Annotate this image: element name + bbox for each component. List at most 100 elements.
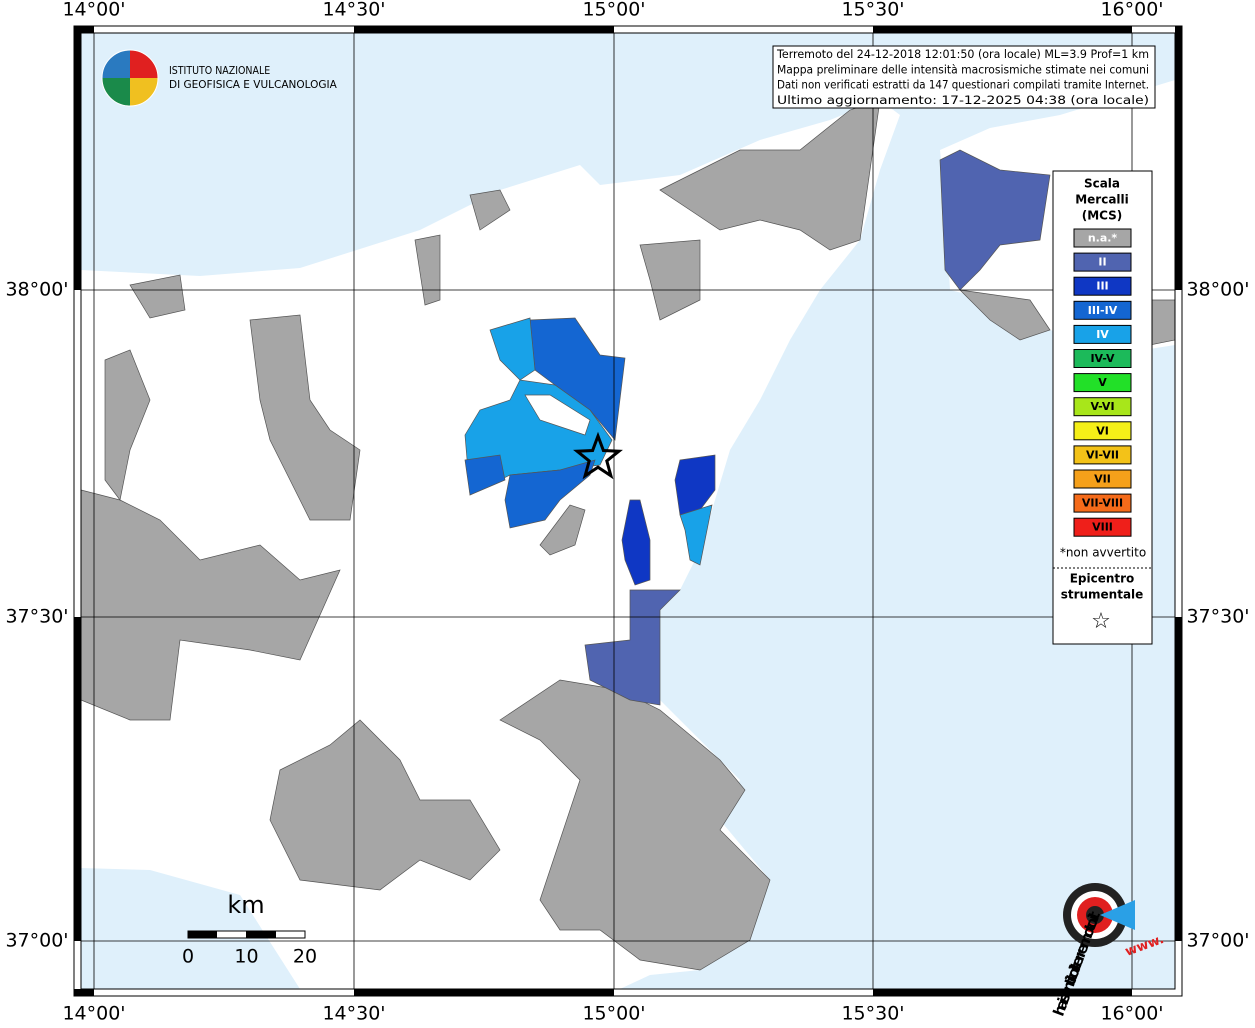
legend-label: V-VI [1090,400,1114,413]
ingv-logo [130,50,158,78]
latitude-label: 37°00' [5,930,68,952]
legend-swatch [1073,517,1132,537]
legend-label: VII [1094,473,1111,486]
legend-epicenter-symbol: ☆ [1091,609,1111,634]
latitude-label: 38°00' [1186,279,1249,301]
legend-swatch [1073,493,1132,513]
site-logo [1086,906,1104,924]
legend-label: VI [1096,424,1109,437]
frame-outer [73,25,1183,997]
longitude-label: 15°00' [582,1003,645,1025]
ingv-logo [102,50,130,78]
legend-swatch [1073,228,1132,248]
legend-label: VII-VIII [1082,497,1123,510]
legend-title: Mercalli [1075,193,1129,207]
info-line: Mappa preliminare delle intensità macros… [777,63,1149,76]
municipality [639,239,701,321]
latitude-label: 37°30' [5,606,68,628]
land [80,80,1176,989]
info-line: Terremoto del 24-12-2018 12:01:50 (ora l… [776,48,1149,61]
legend-label: II [1098,256,1106,269]
frame-segment [74,989,94,996]
frame-inner [80,32,1176,990]
graticule: 14°00' 14°00' 14°30' 14°30' 15°00' 15°00' 15°3… [5,0,1249,1025]
legend-swatch [1073,373,1132,393]
scale-unit: km [227,891,264,919]
legend-swatch [1073,421,1132,441]
longitude-label: 15°30' [841,1003,904,1025]
frame-segment [74,26,81,290]
frame [73,25,1183,997]
legend-label: III [1096,280,1108,293]
municipality [269,719,501,891]
latitude-label: 37°00' [1186,930,1249,952]
longitude-label: 14°00' [62,1003,125,1025]
legend-swatch [1073,445,1132,465]
municipality [414,234,441,306]
unfelt-area [524,394,591,436]
municipality [959,289,1051,341]
frame-segment [1175,26,1182,290]
scale-label: 20 [293,946,317,968]
latitude-label: 38°00' [5,279,68,301]
institute-name: DI GEOFISICA E VULCANOLOGIA [169,79,338,91]
frame-segment [873,26,1132,33]
legend-epicenter-title: Epicentro [1070,572,1135,586]
intensity-area [584,589,681,706]
longitude-label: 16°00' [1100,1003,1163,1025]
scale-label: 0 [182,946,194,968]
frame-segment [74,26,94,33]
intensity-area [464,454,506,496]
longitude-label: 15°30' [841,0,904,21]
scale-bar-segment [188,931,217,938]
info-line: Ultimo aggiornamento: 17-12-2025 04:38 (… [777,94,1149,107]
legend-label: V [1098,376,1107,389]
ingv-logo [130,78,158,106]
intensity-area [489,317,536,381]
intensity-area [529,317,626,441]
municipality [129,274,186,319]
municipality [80,489,341,721]
municipality [249,314,361,521]
legend-epicenter-title: strumentale [1061,588,1144,602]
frame-segment [354,26,614,33]
site-logo [1100,900,1135,930]
latitude-label: 37°30' [1186,606,1249,628]
legend-title: (MCS) [1082,209,1123,223]
institute-name: ISTITUTO NAZIONALE [169,65,270,77]
longitude-label: 14°30' [322,1003,385,1025]
info-line: Dati non verificati estratti da 147 ques… [777,79,1149,92]
legend-swatch [1073,469,1132,489]
frame-segment [354,989,614,996]
legend-swatch [1073,252,1132,272]
municipality [659,99,881,251]
legend-label: VIII [1092,521,1113,534]
longitude-label: 16°00' [1100,0,1163,21]
longitude-label: 14°00' [62,0,125,21]
legend-label: VI-VII [1086,448,1119,461]
legend-note: *non avvertito [1060,546,1146,560]
intensity-area [621,499,651,586]
scale-bar-segment [246,931,276,938]
frame-segment [873,989,1132,996]
legend-swatch [1073,397,1132,417]
intensity-area [504,459,596,529]
legend-swatch [1073,349,1132,368]
municipality [539,504,586,556]
municipality [104,349,151,501]
municipality [469,189,511,231]
legend-label: n.a.* [1088,232,1118,245]
municipality [499,679,771,971]
legend-label: III-IV [1088,304,1118,317]
intensity-area [679,504,713,566]
frame-segment [1175,617,1182,941]
info-box [772,45,1156,109]
ingv-logo [101,49,159,107]
longitude-label: 14°30' [322,0,385,21]
legend-title: Scala [1084,177,1120,191]
legend-label: IV-V [1090,352,1115,365]
epicenter [573,431,623,480]
longitude-label: 15°00' [582,0,645,21]
legend-swatch [1073,324,1132,344]
